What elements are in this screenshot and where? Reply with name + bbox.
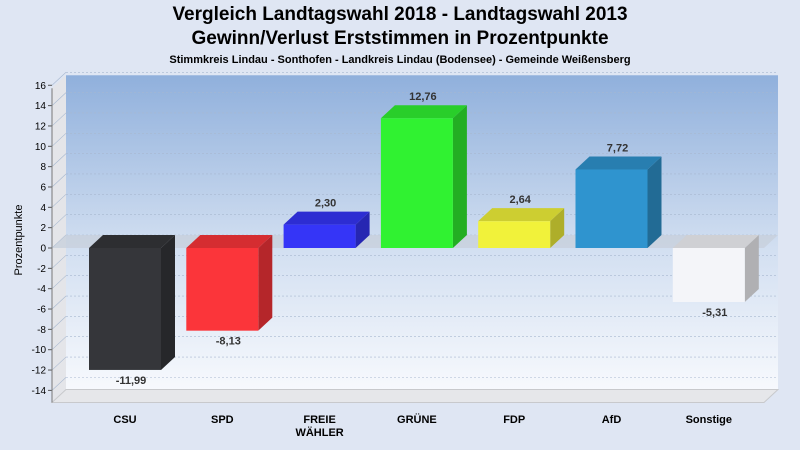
x-tick-label: FREIE (303, 414, 335, 426)
y-tick-label: -2 (37, 264, 46, 275)
y-tick-label: 12 (35, 121, 47, 132)
y-tick-label: 10 (35, 142, 47, 153)
chart-subtitle: Gewinn/Verlust Erststimmen in Prozentpun… (191, 28, 609, 49)
grid-line-side (51, 173, 67, 188)
bar (575, 169, 648, 248)
y-tick-label: -6 (37, 305, 46, 316)
bar (89, 248, 161, 370)
y-tick-label: 6 (40, 182, 46, 193)
y-tick-label: 0 (40, 244, 46, 255)
x-tick-label: WÄHLER (295, 426, 343, 439)
x-tick-label: Sonstige (686, 414, 732, 426)
x-tick-label: CSU (113, 414, 136, 426)
grid-line-side (51, 275, 67, 289)
grid-line-side (51, 72, 67, 86)
grid-line-side (51, 377, 67, 391)
bar-top (380, 105, 467, 119)
grid-line-side (51, 356, 67, 371)
grid-line-side (51, 336, 67, 350)
y-tick-label: -10 (32, 345, 47, 356)
bar-side (647, 156, 662, 248)
data-label: 12,76 (409, 91, 437, 103)
y-tick-label: 4 (40, 203, 46, 214)
y-tick-label: -14 (32, 386, 47, 397)
bar-side (161, 235, 175, 370)
data-label: -8,13 (216, 336, 241, 348)
grid-line-side (51, 316, 67, 330)
bar-top (672, 235, 759, 248)
chart-subtitle-region: Stimmkreis Lindau - Sonthofen - Landkrei… (169, 54, 631, 66)
x-tick-label: GRÜNE (397, 413, 437, 426)
bar (186, 248, 259, 331)
bar-side (355, 211, 370, 248)
y-tick-label: -12 (32, 366, 47, 377)
bar-top (89, 235, 175, 248)
y-tick-label: -8 (37, 325, 46, 336)
y-axis-label: Prozentpunkte (13, 205, 25, 276)
plot-floor (50, 389, 780, 404)
bar-top (575, 156, 662, 170)
bar (283, 224, 356, 248)
grid-line-side (51, 214, 67, 228)
bar (672, 248, 745, 303)
bar-side (258, 235, 273, 331)
y-tick-label: -4 (37, 284, 46, 295)
grid-line-side (51, 255, 67, 269)
y-tick-label: 8 (40, 162, 46, 173)
data-label: 2,64 (509, 194, 531, 206)
grid-line-side (51, 153, 67, 167)
bar-side (452, 105, 467, 248)
chart-title: Vergleich Landtagswahl 2018 - Landtagswa… (172, 4, 628, 25)
data-label: -11,99 (116, 375, 147, 387)
grid-line-side (51, 295, 67, 310)
y-tick-label: 14 (35, 101, 47, 112)
y-tick-label: 2 (40, 223, 46, 234)
grid-line-side (51, 194, 67, 208)
bar (380, 118, 453, 248)
x-tick-label: AfD (602, 414, 622, 426)
grid-line-side (51, 133, 67, 147)
bar-side (744, 235, 759, 303)
bar-top (186, 235, 273, 248)
data-label: 7,72 (607, 142, 628, 154)
bar-top (283, 211, 370, 225)
grid-line-side (51, 92, 67, 106)
data-label: -5,31 (702, 307, 727, 319)
data-label: 2,30 (315, 198, 336, 210)
x-tick-label: SPD (211, 414, 234, 426)
x-tick-label: FDP (503, 414, 525, 426)
bar (478, 221, 551, 248)
y-tick-label: 16 (35, 81, 47, 92)
grid-line-side (51, 112, 67, 127)
bar-top (478, 208, 565, 222)
bar-side (550, 208, 565, 248)
